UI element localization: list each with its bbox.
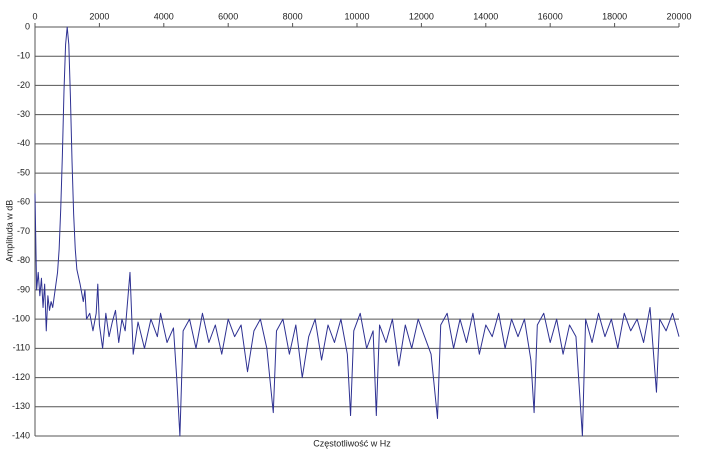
data-line	[34, 26, 680, 437]
y-axis-title: Amplituda w dB	[4, 200, 14, 263]
x-tick-label: 8000	[283, 11, 303, 21]
x-tick-label: 16000	[538, 11, 563, 21]
x-tick-label: 4000	[154, 11, 174, 21]
x-tick-label: 20000	[666, 11, 691, 21]
x-tick-label: 2000	[89, 11, 109, 21]
y-tick-label: -120	[12, 372, 30, 382]
y-tick-label: -110	[13, 343, 30, 353]
y-tick-label: -30	[17, 109, 30, 119]
y-tick-label: -60	[17, 197, 30, 207]
y-tick-label: 0	[25, 21, 30, 31]
x-tick-label: 14000	[473, 11, 498, 21]
y-tick-label: -100	[12, 314, 30, 324]
x-tick-label: 12000	[409, 11, 434, 21]
y-tick-label: -130	[12, 401, 30, 411]
y-tick-label: -80	[17, 255, 30, 265]
x-tick-label: 10000	[344, 11, 369, 21]
y-tick-label: -10	[17, 51, 30, 61]
x-tick-label: 18000	[602, 11, 627, 21]
x-tick-label: 0	[32, 11, 37, 21]
y-tick-label: -90	[17, 284, 30, 294]
y-tick-label: -20	[17, 80, 30, 90]
y-tick-label: -70	[17, 226, 30, 236]
y-tick-label: -50	[17, 167, 30, 177]
y-tick-label: -140	[12, 430, 30, 440]
x-tick-label: 6000	[218, 11, 238, 21]
x-axis-title: Częstotliwość w Hz	[313, 438, 391, 448]
y-tick-label: -40	[17, 138, 30, 148]
